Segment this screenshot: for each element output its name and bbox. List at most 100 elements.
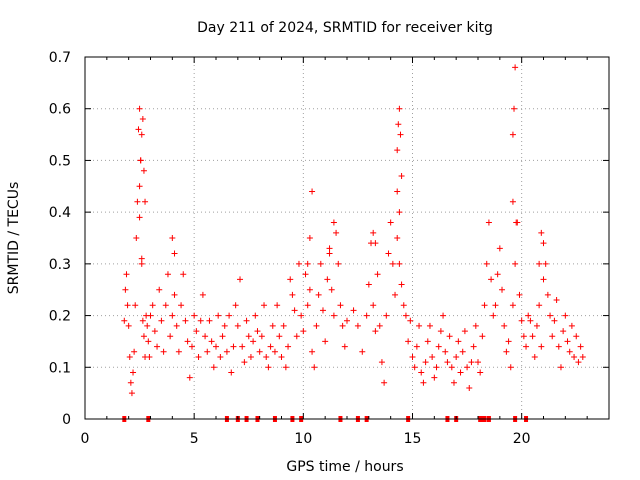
data-point <box>424 338 431 345</box>
data-point <box>239 343 246 350</box>
data-point <box>131 348 138 355</box>
data-point <box>389 260 396 267</box>
data-point <box>372 328 379 335</box>
data-point <box>562 312 569 319</box>
data-point <box>354 322 361 329</box>
data-point <box>479 333 486 340</box>
data-point <box>208 338 215 345</box>
data-point <box>215 312 222 319</box>
data-point <box>134 198 141 205</box>
data-point <box>199 291 206 298</box>
data-point <box>374 271 381 278</box>
data-point <box>435 343 442 350</box>
data-point <box>122 286 129 293</box>
data-point <box>339 322 346 329</box>
data-point <box>151 328 158 335</box>
y-tick-labels: 0 0.1 0.2 0.3 0.4 0.5 0.6 0.7 <box>49 50 71 428</box>
data-point <box>448 364 455 371</box>
data-point <box>523 343 530 350</box>
data-point <box>197 317 204 324</box>
data-point <box>407 317 414 324</box>
data-point <box>154 343 161 350</box>
data-point <box>444 359 451 366</box>
data-point <box>138 131 145 138</box>
data-point <box>363 312 370 319</box>
data-point <box>247 353 254 360</box>
data-point <box>564 338 571 345</box>
data-point <box>509 302 516 309</box>
data-point <box>306 286 313 293</box>
data-point <box>267 343 274 350</box>
data-point <box>405 338 412 345</box>
data-point <box>394 188 401 195</box>
data-point <box>130 369 137 376</box>
data-point <box>376 322 383 329</box>
x-tick-labels: 0 5 10 15 20 <box>81 431 531 447</box>
data-point <box>568 322 575 329</box>
y-tick-label: 0 <box>62 412 71 428</box>
data-point <box>263 353 270 360</box>
data-point <box>269 322 276 329</box>
data-point <box>144 322 151 329</box>
data-point <box>191 312 198 319</box>
data-point <box>527 317 534 324</box>
data-point <box>128 390 135 397</box>
data-point <box>383 312 390 319</box>
data-point <box>136 214 143 221</box>
data-point <box>573 333 580 340</box>
data-point <box>426 322 433 329</box>
data-point <box>309 188 316 195</box>
data-point <box>385 250 392 257</box>
data-point <box>470 343 477 350</box>
data-point <box>230 343 237 350</box>
data-point <box>446 333 453 340</box>
data-point <box>511 105 518 112</box>
data-point <box>398 281 405 288</box>
data-point <box>258 333 265 340</box>
data-point <box>450 379 457 386</box>
data-point <box>184 338 191 345</box>
data-point <box>509 198 516 205</box>
data-point <box>483 260 490 267</box>
data-point <box>324 276 331 283</box>
grid-lines <box>85 57 609 419</box>
data-point <box>145 338 152 345</box>
data-point <box>397 131 404 138</box>
data-point <box>481 302 488 309</box>
data-point <box>411 364 418 371</box>
data-point <box>300 328 307 335</box>
data-point <box>566 348 573 355</box>
data-point <box>440 312 447 319</box>
data-point <box>140 167 147 174</box>
data-point <box>396 105 403 112</box>
data-point <box>126 353 133 360</box>
data-point <box>396 209 403 216</box>
data-point <box>553 297 560 304</box>
data-point <box>370 229 377 236</box>
data-point <box>123 271 130 278</box>
data-point <box>396 260 403 267</box>
data-point <box>413 343 420 350</box>
data-point <box>169 235 176 241</box>
data-point <box>139 116 146 123</box>
data-point <box>124 302 131 309</box>
data-point <box>169 312 176 319</box>
data-point <box>326 245 333 252</box>
y-axis-label: SRMTID / TECUs <box>6 182 22 295</box>
data-point <box>395 121 402 128</box>
data-point <box>387 219 394 226</box>
data-point <box>437 328 444 335</box>
data-point <box>381 379 388 386</box>
data-point <box>289 291 296 298</box>
data-point <box>304 302 311 309</box>
data-point <box>291 307 298 314</box>
data-point <box>293 333 300 340</box>
data-point <box>538 343 545 350</box>
data-point <box>518 317 525 324</box>
data-point <box>398 172 405 179</box>
data-point <box>542 260 549 267</box>
data-point <box>370 302 377 309</box>
data-point <box>121 317 128 324</box>
data-point <box>394 235 401 241</box>
